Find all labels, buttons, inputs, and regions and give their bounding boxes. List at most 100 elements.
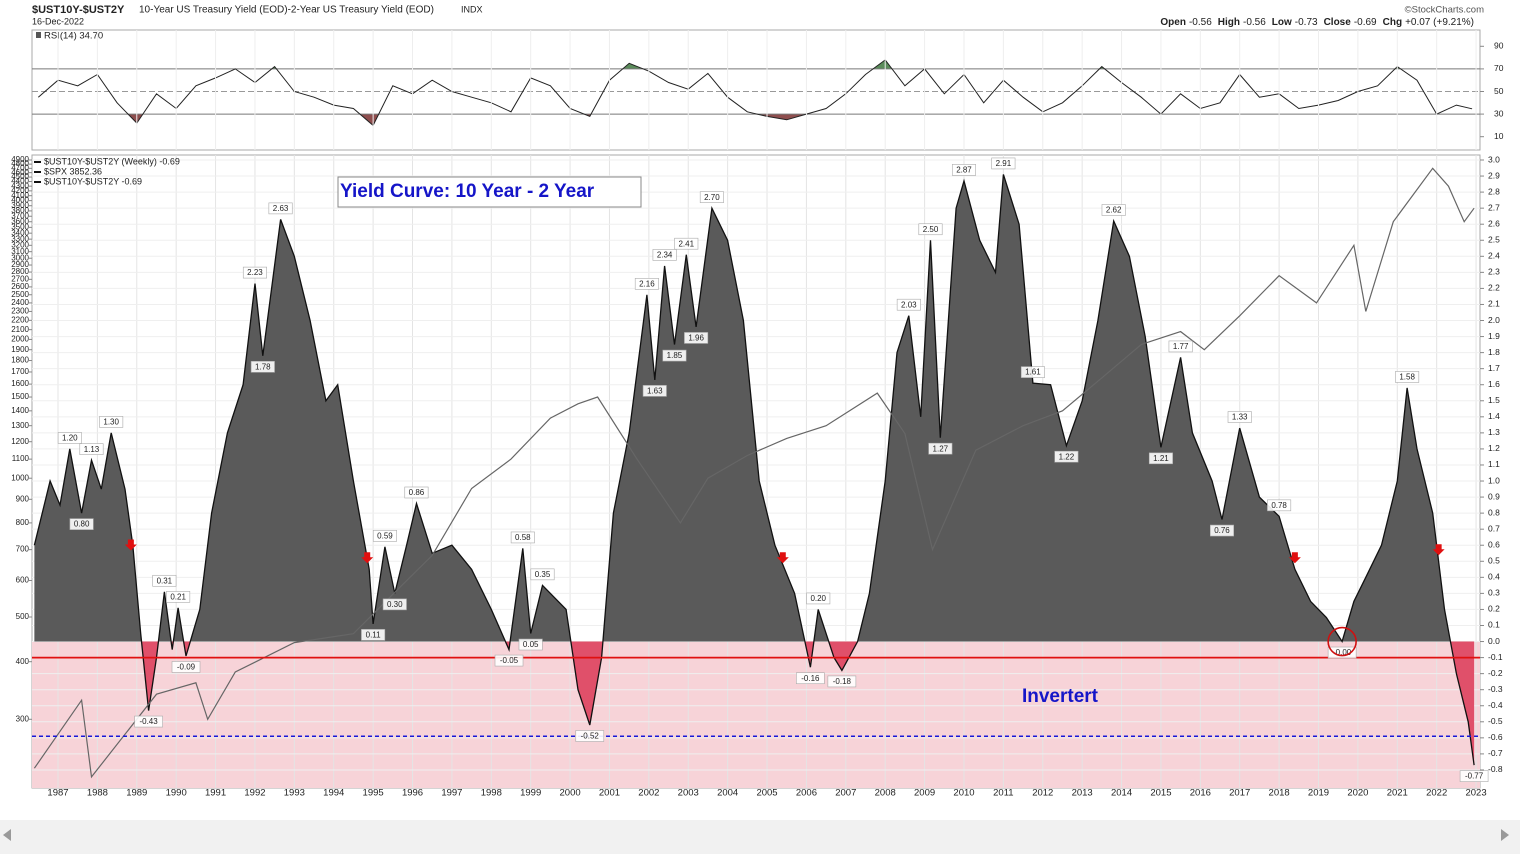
label-box (57, 432, 82, 444)
label-box (69, 518, 94, 530)
legend-swatch (36, 32, 41, 38)
y2-tick-label: 0.2 (1488, 604, 1500, 614)
y2-tick-label: -0.6 (1488, 732, 1503, 742)
data-label: 2.62 (1106, 206, 1122, 215)
x-tick-label: 2004 (717, 788, 738, 799)
quote-label: Open (1160, 17, 1186, 28)
x-tick-label: 2015 (1150, 788, 1171, 799)
x-tick-label: 2023 (1465, 788, 1486, 799)
label-box (99, 416, 124, 428)
source: ©StockCharts.com (1405, 5, 1484, 16)
y2-tick-label: 0.3 (1488, 588, 1500, 598)
quote-label: Low (1272, 17, 1292, 28)
rsi-line (37, 59, 1473, 127)
y2-tick-label: -0.5 (1488, 716, 1503, 726)
label-box (652, 249, 677, 261)
data-label: -0.52 (581, 732, 600, 741)
quote-value: -0.56 (1243, 17, 1266, 28)
y-tick-label: 1400 (11, 406, 29, 415)
data-label: 2.23 (247, 268, 263, 277)
label-box (1459, 770, 1489, 782)
data-label: 0.80 (74, 520, 90, 529)
y2-tick-label: 0.1 (1488, 620, 1500, 630)
x-tick-label: 2016 (1190, 788, 1211, 799)
x-tick-label: 2018 (1269, 788, 1290, 799)
x-tick-label: 1999 (520, 788, 541, 799)
quote-value: -0.56 (1189, 17, 1212, 28)
data-label: 0.11 (366, 630, 382, 639)
y-tick-label: 2900 (11, 260, 29, 269)
data-label: 0.20 (810, 594, 826, 603)
y-tick-label: 50 (1494, 86, 1504, 96)
y-tick-label: 3000 (11, 253, 29, 262)
scroll-right[interactable] (1501, 829, 1509, 841)
label-box (991, 157, 1016, 170)
y2-tick-label: -0.2 (1488, 668, 1503, 678)
series-line (33, 167, 1475, 779)
data-label: 2.87 (956, 165, 972, 174)
x-tick-label: 1991 (205, 788, 226, 799)
label-box (1168, 340, 1193, 353)
quote-label: High (1218, 17, 1240, 28)
x-tick-label: 2007 (835, 788, 856, 799)
y-tick-label: 4900 (11, 155, 29, 164)
y-tick-label: 600 (16, 576, 30, 585)
label-box (518, 638, 543, 651)
label-box (79, 443, 104, 455)
rsi-panel (31, 29, 1481, 151)
exchange: INDX (461, 4, 483, 14)
y-tick-label: 2200 (11, 315, 29, 324)
y2-tick-label: 0.7 (1488, 523, 1500, 533)
label-box (827, 675, 857, 688)
signal-arrow (1288, 552, 1301, 564)
x-tick-label: 2020 (1347, 788, 1368, 799)
y2-tick-label: 2.8 (1488, 186, 1500, 196)
label-box (928, 442, 953, 455)
quote-value: -0.69 (1354, 17, 1377, 28)
y2-tick-label: 1.6 (1488, 379, 1500, 389)
y-tick-label: 3300 (11, 234, 29, 243)
legend-label: $UST10Y-$UST2Y -0.69 (44, 176, 142, 186)
y-tick-label: 2700 (11, 274, 29, 283)
y-tick-label: 2800 (11, 267, 29, 276)
label-box (242, 266, 267, 279)
y-tick-label: 1100 (12, 454, 30, 463)
y-tick-label: 3200 (11, 240, 29, 249)
quote-label: Chg (1383, 17, 1402, 28)
quote-value: +0.07 (+9.21%) (1405, 17, 1474, 28)
label-box (1020, 366, 1045, 378)
scrollbar[interactable] (0, 820, 1520, 854)
signal-arrow (1432, 544, 1445, 556)
y2-tick-label: 1.9 (1488, 331, 1500, 341)
y2-tick-label: 0.4 (1488, 572, 1500, 582)
y-tick-label: 4200 (11, 186, 29, 195)
label-box (1227, 411, 1252, 423)
y-tick-label: 4500 (11, 172, 29, 181)
data-label: 0.05 (523, 640, 539, 649)
y2-tick-label: 2.9 (1488, 170, 1500, 180)
label-box (134, 715, 163, 728)
data-label: 1.22 (1059, 452, 1075, 461)
y-tick-label: 4000 (11, 196, 29, 205)
x-tick-label: 1990 (166, 788, 187, 799)
y2-tick-label: -0.4 (1488, 700, 1503, 710)
data-label: 1.96 (688, 334, 704, 343)
highlight-circle (1327, 626, 1357, 657)
y-tick-label: 2400 (11, 298, 29, 307)
y-tick-label: 4700 (11, 163, 29, 172)
x-tick-label: 2012 (1032, 788, 1053, 799)
y-tick-label: 800 (16, 518, 30, 527)
y-tick-label: 70 (1494, 63, 1504, 73)
y2-tick-label: 1.2 (1488, 443, 1500, 453)
label-box (575, 730, 605, 742)
scroll-left[interactable] (3, 829, 11, 841)
data-label: 0.35 (535, 570, 551, 579)
y-tick-label: 1700 (11, 367, 29, 376)
data-label: 0.59 (377, 531, 393, 540)
y-tick-label: 300 (16, 714, 30, 723)
label-box (684, 332, 709, 344)
y2-tick-label: 2.1 (1488, 299, 1500, 309)
x-tick-label: 1995 (363, 788, 384, 799)
data-label: 1.85 (667, 351, 683, 360)
